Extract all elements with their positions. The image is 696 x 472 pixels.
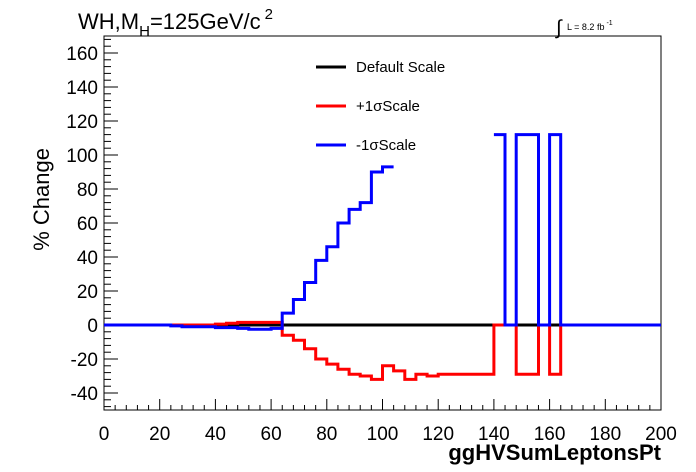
series-line-plus1sigma <box>104 320 661 381</box>
y-tick-label: -40 <box>71 384 98 405</box>
luminosity-label: L = 8.2 fb -1 <box>567 20 613 32</box>
plot-frame <box>103 35 662 411</box>
x-tick-label: 200 <box>645 424 677 445</box>
legend-label-minus1sigma: -1σScale <box>356 137 416 154</box>
y-tick-label: 60 <box>77 214 98 235</box>
x-tick-label: 60 <box>261 424 282 445</box>
x-tick-label: 120 <box>422 424 454 445</box>
title-superscript: 2 <box>265 6 273 23</box>
series-line-minus1sigma <box>493 133 661 327</box>
legend-label-plus1sigma: +1σScale <box>356 98 420 115</box>
y-axis-title: % Change <box>29 148 54 251</box>
y-tick-label: 100 <box>66 146 98 167</box>
y-tick-label: 160 <box>66 44 98 65</box>
y-tick-label: 80 <box>77 180 98 201</box>
y-tick-label: 40 <box>77 248 98 269</box>
x-tick-label: 20 <box>149 424 170 445</box>
data-series <box>104 133 661 381</box>
x-tick-label: 0 <box>99 424 110 445</box>
y-tick-label: 20 <box>77 282 98 303</box>
series-line-minus1sigma <box>104 165 394 331</box>
y-tick-label: 120 <box>66 112 98 133</box>
x-tick-label: 100 <box>367 424 399 445</box>
title-subscript: H <box>139 23 150 40</box>
axis-ticks: 0 20 40 60 80 100 120 140 160 180 200 -40 -20 0 20 40 60… <box>66 38 677 445</box>
y-tick-label: 0 <box>87 316 98 337</box>
y-tick-label: -20 <box>71 350 98 371</box>
y-tick-label: 140 <box>66 78 98 99</box>
x-tick-label: 160 <box>534 424 566 445</box>
luminosity-integral-symbol: ∫ <box>555 17 563 39</box>
x-tick-label: 40 <box>205 424 226 445</box>
legend: Default Scale +1σScale -1σScale <box>316 59 445 154</box>
x-tick-label: 80 <box>316 424 337 445</box>
legend-label-default: Default Scale <box>356 59 445 76</box>
x-tick-label: 140 <box>478 424 510 445</box>
x-tick-label: 180 <box>589 424 621 445</box>
x-axis-title: ggHVSumLeptonsPt <box>448 440 661 465</box>
chart-title: WH,MH=125GeV/c 2 <box>78 6 273 40</box>
